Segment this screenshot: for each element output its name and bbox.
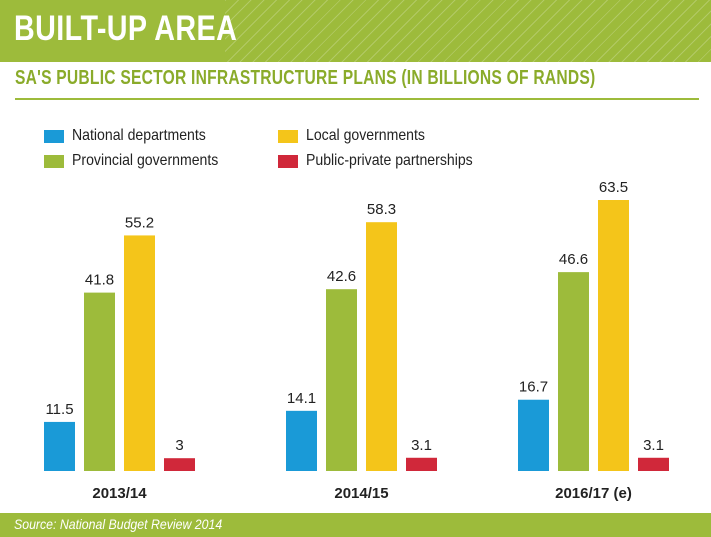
value-label-provincial-2: 42.6 [327,268,356,285]
bar-local-3 [598,200,629,471]
value-label-national-2: 14.1 [287,390,316,407]
bar-ppp-2 [406,457,437,471]
legend-label-ppp: Public-private partnerships [306,152,473,169]
value-label-national-3: 16.7 [519,379,548,396]
value-label-national-1: 11.5 [45,401,73,418]
bar-national-3 [518,399,549,471]
bar-national-1 [44,421,75,471]
legend-label-local: Local governments [306,127,425,144]
bar-provincial-1 [84,292,115,471]
value-label-ppp-2: 3.1 [411,437,432,454]
chart-subtitle: SA'S PUBLIC SECTOR INFRASTRUCTURE PLANS … [15,67,596,89]
bar-local-1 [124,235,155,471]
category-label-2: 2014/15 [334,485,388,502]
bar-national-2 [286,410,317,471]
value-label-provincial-1: 41.8 [85,272,114,289]
value-label-provincial-3: 46.6 [559,251,588,268]
category-label-1: 2013/14 [92,485,147,502]
legend-label-national: National departments [72,127,206,144]
value-label-local-3: 63.5 [599,179,628,196]
value-label-local-1: 55.2 [125,214,154,231]
bar-provincial-3 [558,272,589,471]
legend-swatch-local [278,130,298,143]
value-label-local-2: 58.3 [367,201,396,218]
header-stripe-pattern [225,0,711,62]
bar-ppp-1 [164,458,195,471]
source-note: Source: National Budget Review 2014 [14,516,223,532]
divider [15,98,699,100]
value-label-ppp-1: 3 [175,437,183,454]
legend-label-provincial: Provincial governments [72,152,219,169]
footer-bar: Source: National Budget Review 2014 [0,513,711,537]
legend-swatch-provincial [44,155,64,168]
bar-ppp-3 [638,457,669,471]
header-banner: BUILT-UP AREA [0,0,711,62]
legend-swatch-national [44,130,64,143]
bar-local-2 [366,222,397,471]
value-label-ppp-3: 3.1 [643,437,664,454]
legend-swatch-ppp [278,155,298,168]
category-label-3: 2016/17 (e) [555,485,632,502]
page-title: BUILT-UP AREA [14,9,238,48]
bar-provincial-2 [326,289,357,471]
